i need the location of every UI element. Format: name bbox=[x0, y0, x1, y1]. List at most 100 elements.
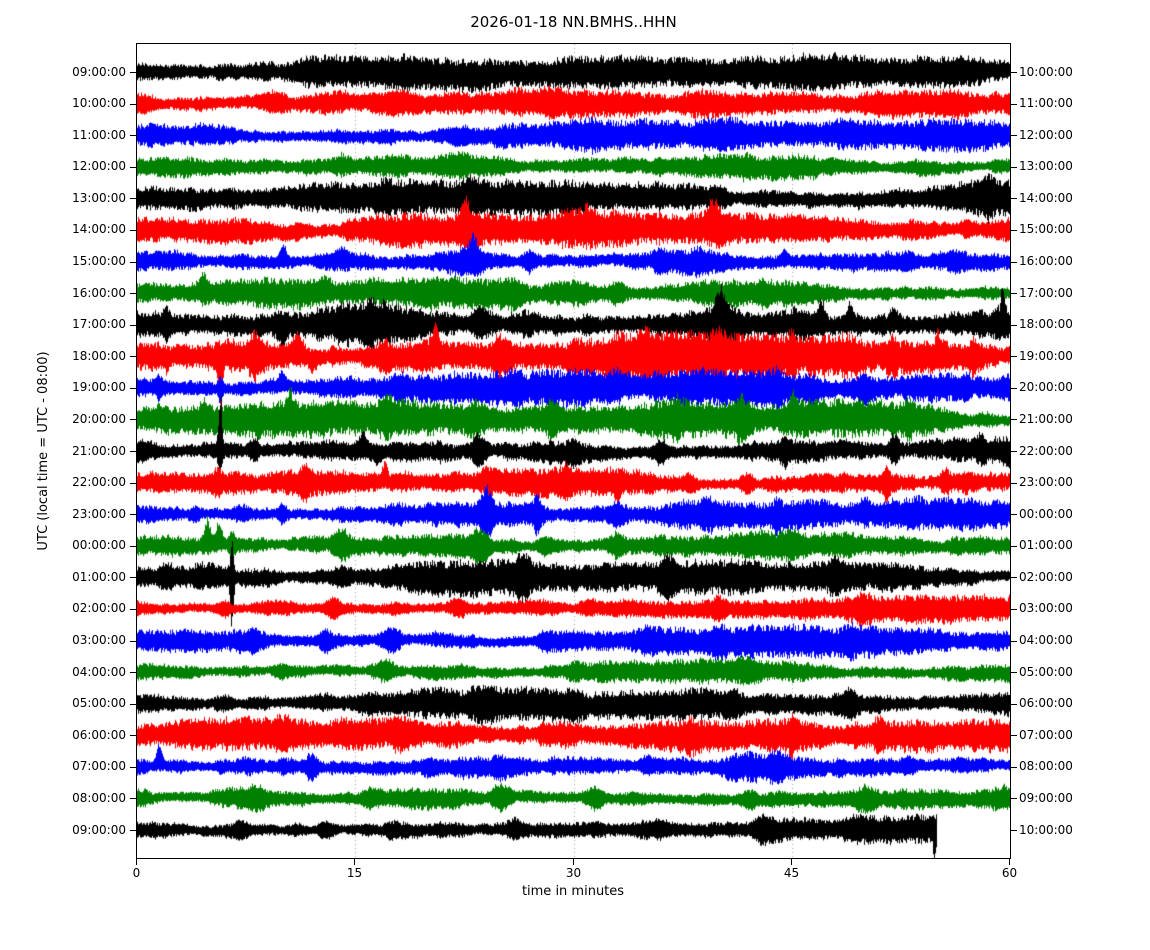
local-tick-label: 19:00:00 bbox=[1019, 348, 1073, 363]
utc-tick-label: 18:00:00 bbox=[72, 348, 126, 363]
tick-mark bbox=[1011, 72, 1017, 73]
tick-mark bbox=[1011, 356, 1017, 357]
tick-mark bbox=[1011, 767, 1017, 768]
tick-mark bbox=[573, 859, 574, 865]
x-tick-label: 15 bbox=[346, 866, 363, 880]
tick-mark bbox=[1011, 419, 1017, 420]
local-tick-label: 21:00:00 bbox=[1019, 411, 1073, 426]
right-tick-labels: 10:00:00 11:00:00 12:00:00 13:00:00 14:00:00… bbox=[1019, 0, 1139, 950]
x-tick-label: 60 bbox=[1001, 866, 1018, 880]
tick-mark bbox=[1011, 609, 1017, 610]
tick-mark bbox=[1011, 704, 1017, 705]
utc-tick-label: 03:00:00 bbox=[72, 633, 126, 647]
utc-tick-label: 20:00:00 bbox=[72, 411, 126, 426]
tick-mark bbox=[1011, 798, 1017, 799]
tick-mark bbox=[1011, 830, 1017, 831]
local-tick-label: 14:00:00 bbox=[1019, 190, 1073, 205]
tick-mark bbox=[130, 72, 136, 73]
x-tick-label: 30 bbox=[565, 866, 582, 880]
x-tick-label: 45 bbox=[783, 866, 800, 880]
local-tick-label: 20:00:00 bbox=[1019, 380, 1073, 395]
tick-mark bbox=[1011, 483, 1017, 484]
plot-area bbox=[136, 43, 1011, 859]
local-tick-label: 09:00:00 bbox=[1019, 790, 1073, 805]
tick-mark bbox=[1011, 735, 1017, 736]
tick-mark bbox=[1011, 262, 1017, 263]
local-tick-label: 10:00:00 bbox=[1019, 64, 1073, 79]
seismogram-canvas bbox=[137, 44, 1010, 858]
tick-mark bbox=[1011, 672, 1017, 673]
utc-tick-label: 21:00:00 bbox=[72, 443, 126, 458]
tick-mark bbox=[130, 641, 136, 642]
local-tick-label: 04:00:00 bbox=[1019, 633, 1073, 647]
utc-tick-label: 04:00:00 bbox=[72, 664, 126, 679]
tick-mark bbox=[1011, 135, 1017, 136]
tick-mark bbox=[130, 262, 136, 263]
utc-tick-label: 07:00:00 bbox=[72, 759, 126, 774]
tick-mark bbox=[130, 830, 136, 831]
local-tick-label: 23:00:00 bbox=[1019, 475, 1073, 490]
left-tick-labels: 09:00:00 10:00:00 11:00:00 12:00:00 13:00:00… bbox=[0, 0, 126, 950]
tick-mark bbox=[1011, 388, 1017, 389]
utc-tick-label: 01:00:00 bbox=[72, 569, 126, 584]
utc-tick-label: 05:00:00 bbox=[72, 696, 126, 711]
tick-mark bbox=[130, 672, 136, 673]
tick-mark bbox=[1011, 546, 1017, 547]
local-tick-label: 08:00:00 bbox=[1019, 759, 1073, 774]
tick-mark bbox=[130, 325, 136, 326]
local-tick-label: 07:00:00 bbox=[1019, 727, 1073, 742]
local-tick-label: 03:00:00 bbox=[1019, 601, 1073, 616]
local-tick-label: 13:00:00 bbox=[1019, 159, 1073, 174]
tick-mark bbox=[130, 609, 136, 610]
utc-tick-label: 10:00:00 bbox=[72, 96, 126, 111]
tick-mark bbox=[130, 767, 136, 768]
utc-tick-label: 02:00:00 bbox=[72, 601, 126, 616]
utc-tick-label: 22:00:00 bbox=[72, 475, 126, 490]
tick-mark bbox=[791, 859, 792, 865]
utc-tick-label: 09:00:00 bbox=[72, 822, 126, 837]
x-axis-label: time in minutes bbox=[521, 884, 625, 899]
tick-mark bbox=[130, 293, 136, 294]
tick-mark bbox=[130, 451, 136, 452]
tick-mark bbox=[130, 798, 136, 799]
local-tick-label: 05:00:00 bbox=[1019, 664, 1073, 679]
tick-mark bbox=[1011, 230, 1017, 231]
utc-tick-label: 11:00:00 bbox=[72, 127, 126, 142]
tick-mark bbox=[130, 167, 136, 168]
utc-tick-label: 08:00:00 bbox=[72, 790, 126, 805]
tick-mark bbox=[130, 735, 136, 736]
local-tick-label: 02:00:00 bbox=[1019, 569, 1073, 584]
tick-mark bbox=[130, 514, 136, 515]
tick-mark bbox=[1009, 859, 1010, 865]
utc-tick-label: 15:00:00 bbox=[72, 254, 126, 268]
tick-mark bbox=[130, 230, 136, 231]
utc-tick-label: 19:00:00 bbox=[72, 380, 126, 395]
utc-tick-label: 09:00:00 bbox=[72, 64, 126, 79]
tick-mark bbox=[130, 135, 136, 136]
utc-tick-label: 06:00:00 bbox=[72, 727, 126, 742]
tick-mark bbox=[130, 483, 136, 484]
utc-tick-label: 13:00:00 bbox=[72, 190, 126, 205]
utc-tick-label: 00:00:00 bbox=[72, 538, 126, 553]
local-tick-label: 11:00:00 bbox=[1019, 96, 1073, 111]
tick-mark bbox=[130, 577, 136, 578]
tick-mark bbox=[136, 859, 137, 865]
tick-mark bbox=[1011, 198, 1017, 199]
tick-mark bbox=[130, 356, 136, 357]
local-tick-label: 00:00:00 bbox=[1019, 506, 1073, 521]
local-tick-label: 16:00:00 bbox=[1019, 254, 1073, 268]
tick-mark bbox=[1011, 641, 1017, 642]
tick-mark bbox=[1011, 325, 1017, 326]
tick-mark bbox=[1011, 451, 1017, 452]
local-tick-label: 15:00:00 bbox=[1019, 222, 1073, 237]
utc-tick-label: 23:00:00 bbox=[72, 506, 126, 521]
local-tick-label: 10:00:00 bbox=[1019, 822, 1073, 837]
utc-tick-label: 17:00:00 bbox=[72, 317, 126, 332]
chart-title: 2026-01-18 NN.BMHS..HHN bbox=[470, 13, 677, 31]
local-tick-label: 06:00:00 bbox=[1019, 696, 1073, 711]
x-tick-label: 0 bbox=[132, 866, 141, 880]
utc-tick-label: 12:00:00 bbox=[72, 159, 126, 174]
tick-mark bbox=[1011, 104, 1017, 105]
tick-mark bbox=[130, 546, 136, 547]
